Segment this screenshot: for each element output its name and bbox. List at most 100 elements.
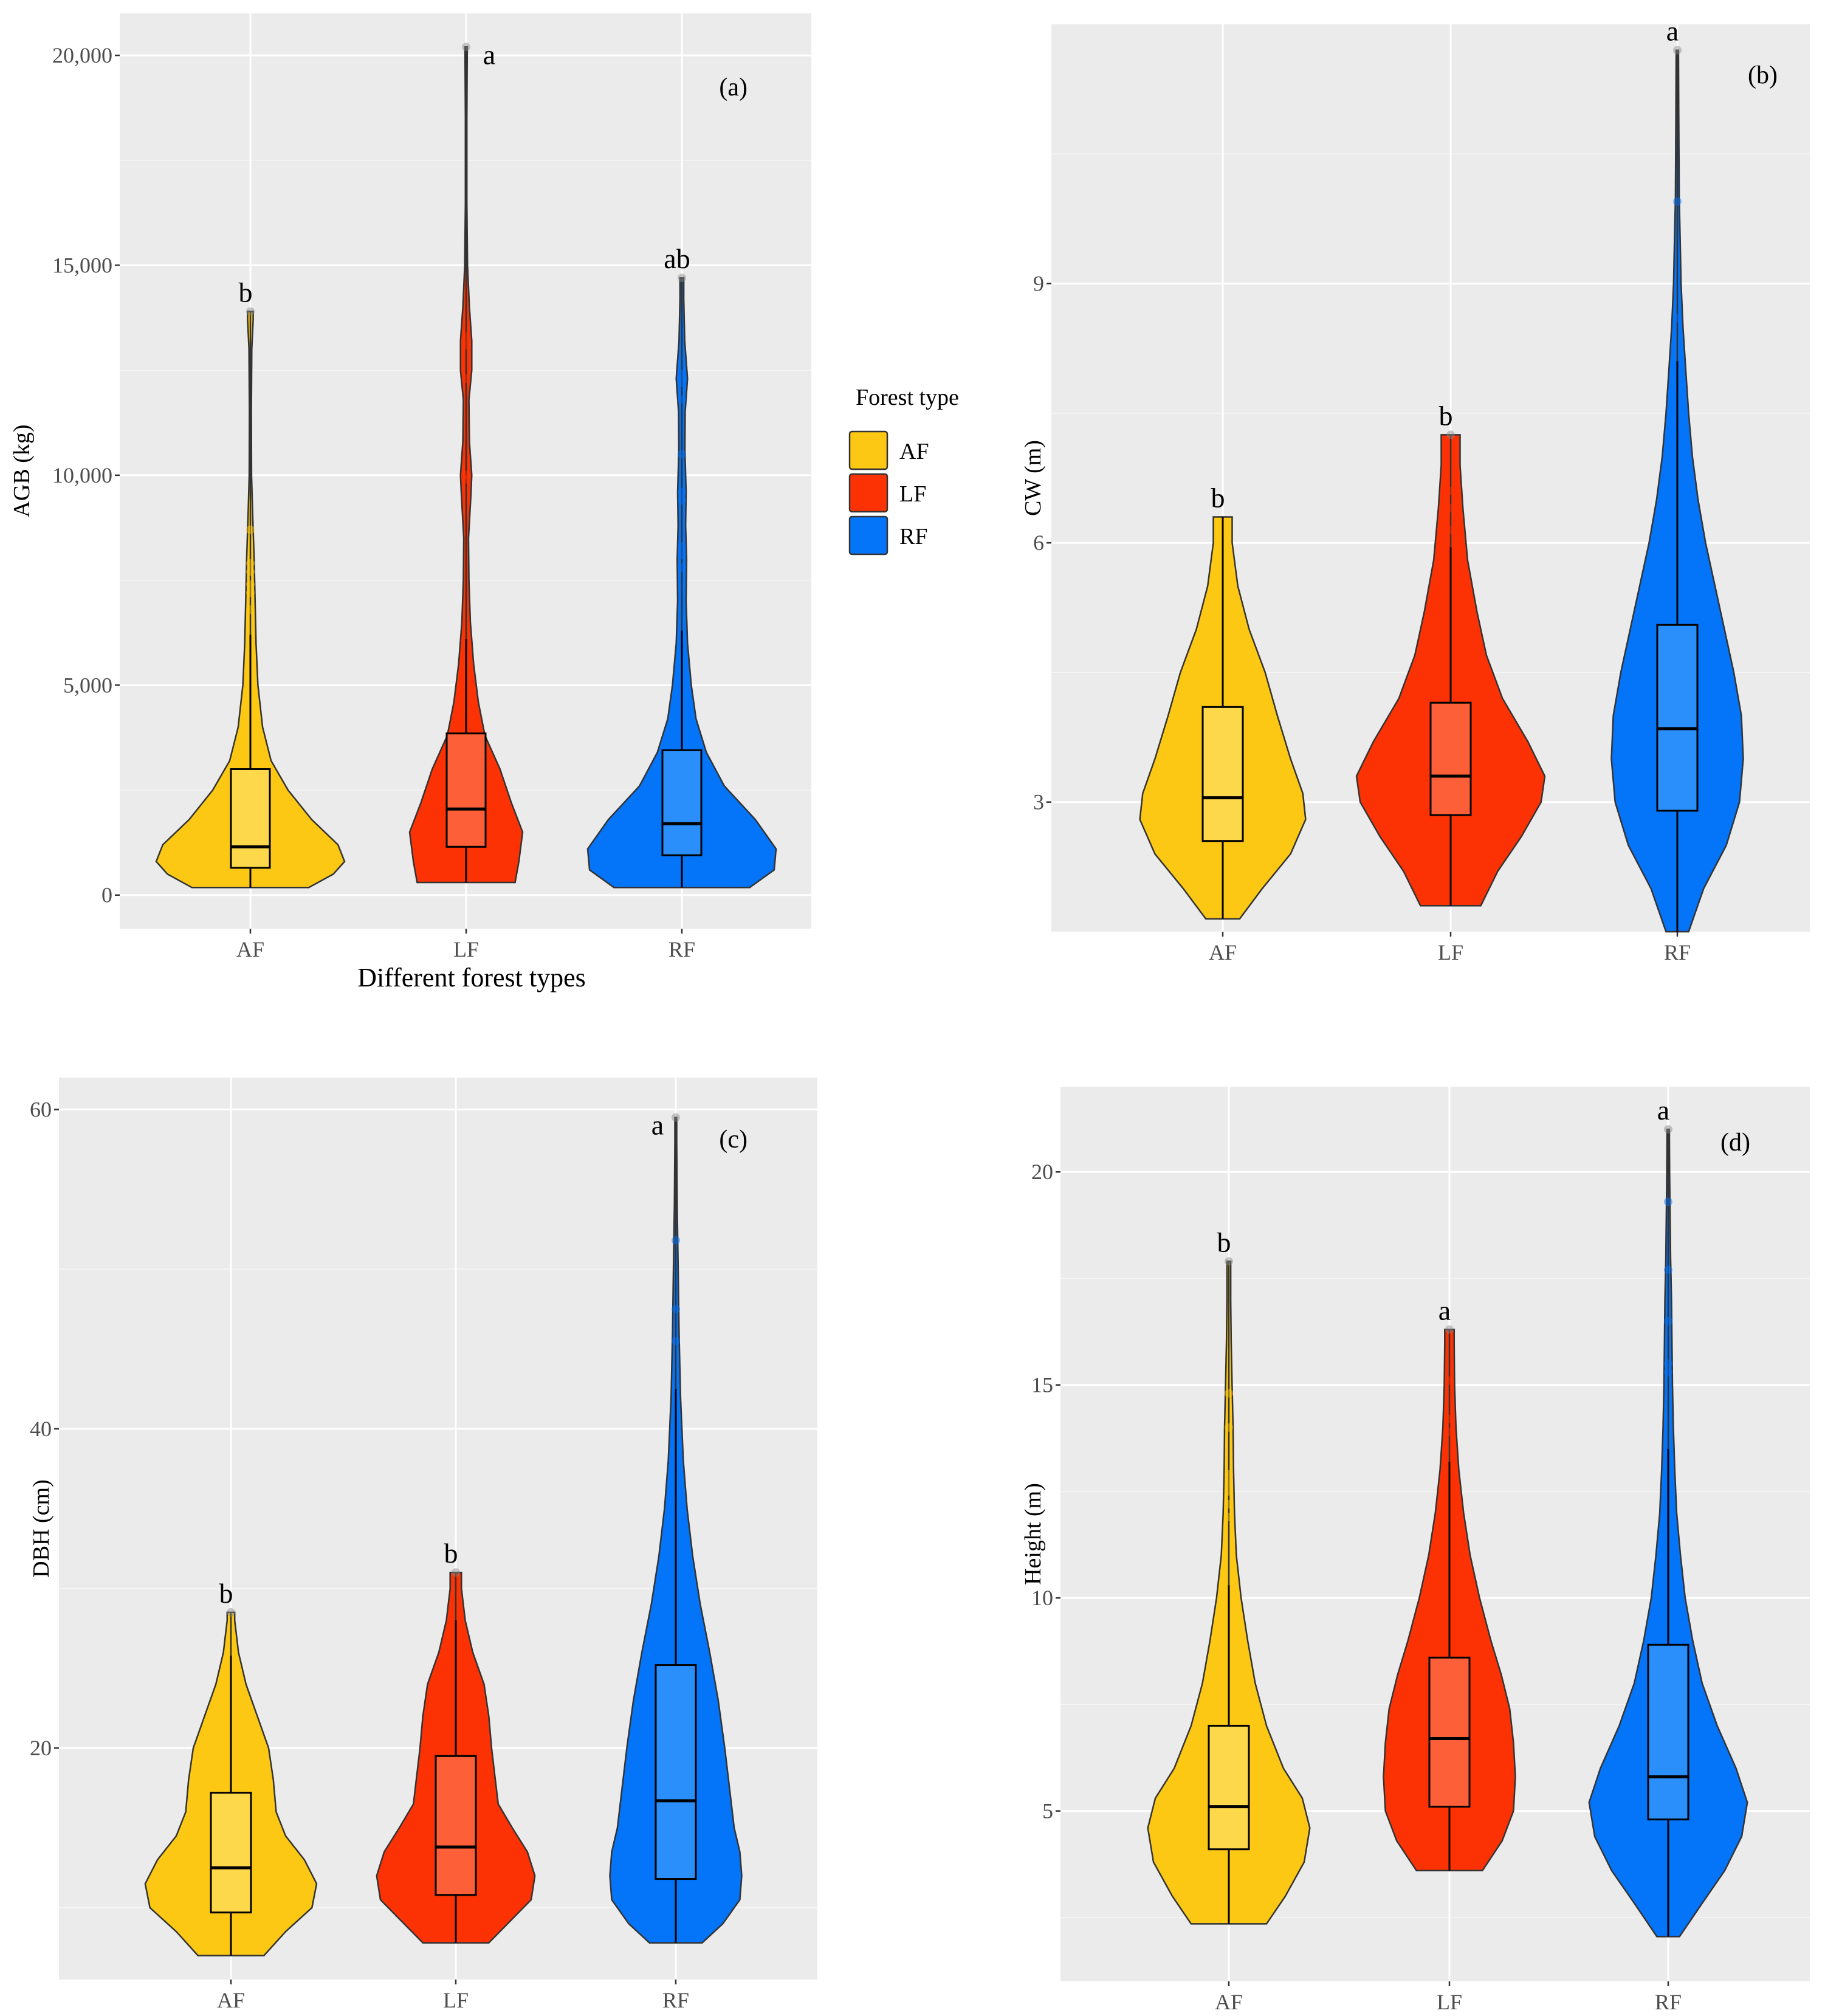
panel-b-outlier-rf: [1673, 197, 1682, 206]
panel-c-y-tick-label: 40: [30, 1417, 52, 1441]
panel-c-y-axis-title: DBH (cm): [29, 1479, 54, 1577]
panel-d-violin-lf: a: [1383, 1295, 1516, 1872]
panel-d-outlier-rf: [1664, 1197, 1672, 1206]
panel-c-outlier-rf: [672, 1113, 680, 1122]
panel-b-y-tick-label: 3: [1033, 790, 1044, 814]
panel-d-box-lf: [1428, 1656, 1471, 1808]
panel-d-outlier-lf: [1445, 1325, 1454, 1334]
legend-item-lf: LF: [848, 473, 926, 513]
panel-b-outlier-rf: [1673, 46, 1682, 55]
panel-d-outlier-af: [1225, 1478, 1233, 1487]
panel-c-x-tick-label-lf: LF: [443, 1988, 469, 2012]
panel-d-outlier-af: [1225, 1257, 1233, 1266]
panel-c-tag: (c): [719, 1126, 748, 1154]
legend-label-rf: RF: [899, 524, 927, 549]
legend-item-af: AF: [848, 430, 929, 470]
panel-b-outlier-rf: [1673, 314, 1682, 323]
panel-a-outlier-af: [246, 567, 255, 576]
panel-a-outlier-rf: [678, 496, 686, 505]
panel-a-tag: (a): [719, 74, 748, 101]
panel-a-outlier-rf: [678, 395, 686, 404]
legend-item-rf: RF: [848, 515, 927, 556]
panel-a-outlier-rf: [678, 487, 686, 497]
panel-c-y-tick-label: 60: [30, 1098, 52, 1122]
panel-b-violin-af: b: [1139, 482, 1307, 920]
panel-a-significance-letter-rf: ab: [664, 243, 690, 274]
panel-d-significance-letter-rf: a: [1657, 1095, 1669, 1126]
panel-d-outlier-lf: [1445, 1376, 1454, 1385]
panel-d-height: 5 10 15 20 b AF a LF a RF (d) Height (m): [1020, 1087, 1810, 2014]
panel-d-y-tick-label: 20: [1031, 1160, 1053, 1184]
panel-d-outlier-af: [1225, 1512, 1233, 1521]
panel-a-y-tick-label: 0: [101, 883, 112, 907]
panel-d-y-axis-title: Height (m): [1020, 1483, 1046, 1585]
panel-d-significance-letter-lf: a: [1438, 1295, 1451, 1326]
panel-c-outlier-lf: [452, 1568, 460, 1577]
panel-a-outlier-lf: [462, 332, 470, 341]
legend-key-af: [848, 430, 888, 470]
panel-a-outlier-rf: [678, 563, 686, 572]
panel-b-y-tick-label: 6: [1033, 531, 1044, 555]
panel-c-outlier-rf: [672, 1304, 680, 1313]
panel-d-outlier-rf: [1664, 1359, 1672, 1368]
panel-b-box-rf: [1656, 624, 1699, 812]
panel-c-violin-rf: a: [609, 1110, 743, 1944]
panel-a-box-rf: [661, 749, 703, 856]
panel-c-y-tick-label: 20: [30, 1736, 52, 1760]
panel-d-violin-rf: a: [1588, 1095, 1748, 1938]
legend-label-af: AF: [899, 439, 929, 464]
panel-a-x-tick-label-af: AF: [236, 937, 264, 962]
panel-a-x-tick-label-lf: LF: [453, 937, 479, 962]
panel-a-significance-letter-af: b: [239, 277, 253, 308]
panel-a-y-tick-label: 20,000: [52, 43, 112, 67]
panel-a-violin-af: b: [155, 277, 346, 889]
panel-a-outlier-lf: [462, 470, 470, 480]
panel-c-violin-af: b: [144, 1578, 318, 1956]
panel-a-outlier-af: [246, 559, 255, 568]
panel-c-box-af: [210, 1792, 252, 1914]
panel-d-y-tick-label: 5: [1042, 1799, 1053, 1823]
panel-b-significance-letter-lf: b: [1439, 400, 1453, 431]
panel-c-box-lf: [435, 1755, 477, 1896]
panel-a-violin-rf: ab: [586, 243, 777, 889]
panel-b-x-tick-label-lf: LF: [1438, 940, 1463, 965]
panel-a-outlier-af: [246, 588, 255, 597]
panel-a-y-tick-label: 5,000: [63, 673, 112, 697]
panel-a-outlier-lf: [462, 43, 470, 52]
panel-d-significance-letter-af: b: [1217, 1226, 1231, 1257]
panel-a-outlier-lf: [462, 340, 470, 349]
panel-c-box-rf: [655, 1664, 697, 1880]
panel-d-outlier-af: [1225, 1389, 1233, 1398]
panel-d-outlier-lf: [1445, 1427, 1454, 1436]
legend-key-lf: [848, 473, 888, 513]
panel-a-x-tick-label-rf: RF: [668, 937, 695, 962]
legend-label-lf: LF: [899, 481, 926, 507]
panel-d-outlier-rf: [1664, 1125, 1672, 1134]
panel-a-outlier-rf: [678, 542, 686, 551]
panel-c-significance-letter-lf: b: [444, 1538, 458, 1569]
panel-a-significance-letter-lf: a: [483, 39, 495, 70]
panel-a-outlier-af: [246, 525, 255, 534]
panel-d-box-rf: [1647, 1643, 1689, 1821]
panel-a-y-tick-label: 15,000: [52, 253, 112, 277]
panel-c-significance-letter-rf: a: [651, 1110, 664, 1141]
panel-b-violin-lf: b: [1355, 400, 1546, 907]
panel-b-x-tick-label-af: AF: [1209, 940, 1237, 965]
panel-b-tag: (b): [1748, 61, 1778, 89]
panel-a-outlier-rf: [678, 370, 686, 379]
panel-b-y-tick-label: 9: [1033, 272, 1044, 296]
panel-a-outlier-lf: [462, 374, 470, 384]
panel-b-box-af: [1201, 706, 1244, 842]
panel-d-x-tick-label-lf: LF: [1437, 1990, 1462, 2014]
panel-a-outlier-af: [246, 307, 255, 316]
panel-b-outlier-lf: [1446, 525, 1455, 534]
panel-d-y-tick-label: 10: [1031, 1586, 1053, 1610]
panel-a-outlier-rf: [678, 378, 686, 387]
panel-c-x-tick-label-rf: RF: [662, 1988, 689, 2012]
panel-d-outlier-rf: [1664, 1265, 1672, 1275]
panel-c-dbh: 20 40 60 b AF b LF a RF (c) DBH (cm): [29, 1078, 817, 2012]
panel-a-outlier-rf: [678, 551, 686, 560]
panel-d-outlier-rf: [1664, 1316, 1672, 1326]
panel-a-x-axis-title: Different forest types: [357, 963, 586, 993]
